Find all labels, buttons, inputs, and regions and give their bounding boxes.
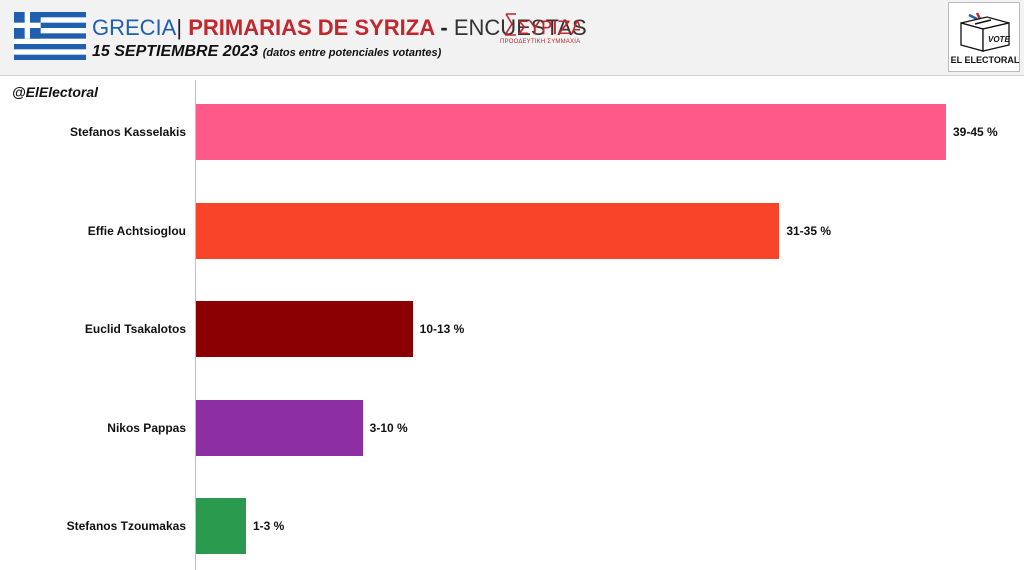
brand-logo: VOTE EL ELECTORAL xyxy=(948,2,1020,72)
bar-value-label: 3-10 % xyxy=(369,420,408,435)
bar xyxy=(196,202,780,259)
bar xyxy=(196,399,363,456)
bar xyxy=(196,498,246,554)
bar-label: Nikos Pappas xyxy=(107,420,186,435)
subtitle-note: (datos entre potenciales votantes) xyxy=(262,47,442,59)
category-axis-line xyxy=(195,80,196,570)
bar-value-label: 1-3 % xyxy=(253,519,285,533)
bar-label: Stefanos Kasselakis xyxy=(69,125,186,139)
title-separator: | xyxy=(176,15,183,40)
bar-value-label: 39-45 % xyxy=(953,125,998,139)
subtitle-date: 15 SEPTIEMBRE 2023 xyxy=(92,43,259,60)
title-country: GRECIA xyxy=(92,15,177,40)
page-title: GRECIA| PRIMARIAS DE SYRIZA - ENCUESTAS xyxy=(92,14,587,42)
brand-label: EL ELECTORAL xyxy=(950,55,1020,65)
social-handle: @ElElectoral xyxy=(12,84,99,100)
party-logo: ΣΥΡΙΖΑ ΠΡΟΟΔΕΥΤΙΚΗ ΣΥΜΜΑΧΙΑ xyxy=(500,10,580,50)
bar-value-label: 31-35 % xyxy=(786,223,832,238)
ballot-box-icon: VOTE xyxy=(960,12,1010,52)
header: GRECIA| PRIMARIAS DE SYRIZA - ENCUESTAS … xyxy=(0,0,1024,76)
bar-label: Euclid Tsakalotos xyxy=(84,322,186,336)
greece-flag-icon xyxy=(14,12,86,60)
subtitle: 15 SEPTIEMBRE 2023 (datos entre potencia… xyxy=(92,42,441,63)
party-logo-text: ΣΥΡΙΖΑ xyxy=(517,17,580,39)
bar-chart: Stefanos Kasselakis 39-45 % Effie Achtsiog… xyxy=(0,80,1024,570)
title-poll: ENCUESTAS xyxy=(453,15,587,40)
bar-label: Stefanos Tzoumakas xyxy=(66,519,186,533)
ballot-box-text: VOTE xyxy=(988,35,1010,44)
title-dash: - xyxy=(434,15,454,40)
party-logo-wordmark: ΣΥΡΙΖΑ xyxy=(504,13,580,39)
party-logo-tagline: ΠΡΟΟΔΕΥΤΙΚΗ ΣΥΜΜΑΧΙΑ xyxy=(500,39,581,45)
title-primary: PRIMARIAS DE SYRIZA xyxy=(188,15,435,40)
bar xyxy=(196,104,946,160)
bar-value-label: 10-13 % xyxy=(419,322,465,336)
bar-label: Effie Achtsioglou xyxy=(87,223,186,238)
bar xyxy=(196,301,413,357)
